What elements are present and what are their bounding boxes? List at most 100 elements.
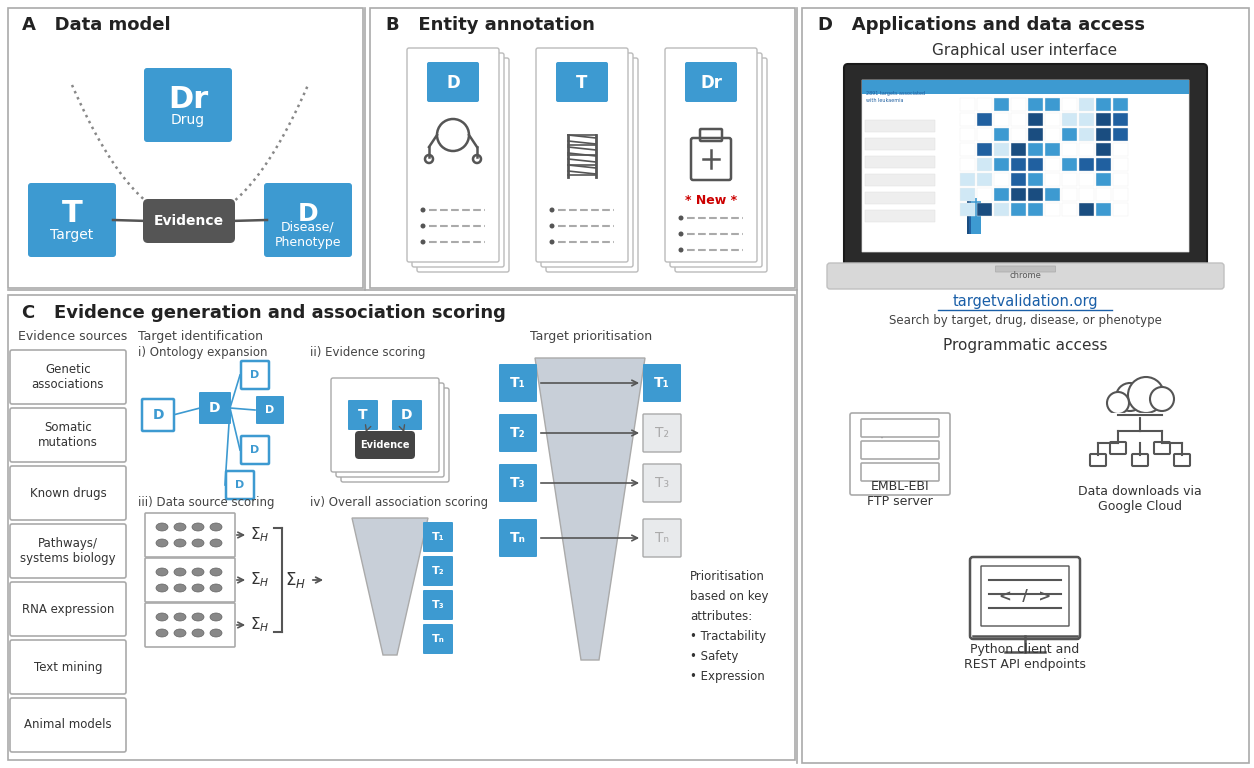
- FancyBboxPatch shape: [861, 80, 1189, 94]
- FancyBboxPatch shape: [961, 143, 976, 156]
- FancyBboxPatch shape: [8, 8, 362, 288]
- FancyBboxPatch shape: [142, 399, 174, 431]
- Text: Disease/
Phenotype: Disease/ Phenotype: [275, 221, 341, 249]
- Ellipse shape: [192, 584, 204, 592]
- Text: Evidence sources: Evidence sources: [18, 330, 127, 343]
- FancyBboxPatch shape: [977, 203, 992, 216]
- Text: Data downloads via
Google Cloud: Data downloads via Google Cloud: [1078, 485, 1201, 513]
- Circle shape: [420, 223, 425, 229]
- FancyBboxPatch shape: [967, 198, 977, 234]
- FancyBboxPatch shape: [10, 408, 125, 462]
- FancyBboxPatch shape: [556, 62, 608, 102]
- FancyBboxPatch shape: [540, 53, 633, 267]
- FancyBboxPatch shape: [977, 98, 992, 111]
- Ellipse shape: [155, 539, 168, 547]
- FancyBboxPatch shape: [844, 64, 1208, 270]
- FancyBboxPatch shape: [241, 436, 270, 464]
- FancyBboxPatch shape: [1062, 98, 1077, 111]
- FancyBboxPatch shape: [643, 364, 681, 402]
- FancyBboxPatch shape: [961, 113, 976, 126]
- Text: Prioritisation
based on key
attributes:
• Tractability
• Safety
• Expression: Prioritisation based on key attributes: …: [690, 570, 769, 683]
- FancyBboxPatch shape: [994, 143, 1009, 156]
- FancyBboxPatch shape: [1028, 98, 1043, 111]
- Text: EMBL-EBI
FTP server: EMBL-EBI FTP server: [867, 480, 933, 508]
- Circle shape: [678, 231, 683, 237]
- Text: Tₙ: Tₙ: [431, 634, 444, 644]
- Polygon shape: [535, 358, 645, 660]
- FancyBboxPatch shape: [393, 400, 423, 430]
- FancyBboxPatch shape: [355, 431, 415, 459]
- FancyBboxPatch shape: [1078, 128, 1093, 141]
- FancyBboxPatch shape: [826, 263, 1224, 289]
- FancyBboxPatch shape: [643, 464, 681, 502]
- Text: D: D: [236, 480, 245, 490]
- Text: Drug: Drug: [171, 113, 206, 127]
- FancyBboxPatch shape: [331, 378, 439, 472]
- Text: RNA expression: RNA expression: [21, 603, 114, 615]
- FancyBboxPatch shape: [1078, 158, 1093, 171]
- FancyBboxPatch shape: [143, 199, 234, 243]
- FancyBboxPatch shape: [1062, 173, 1077, 186]
- FancyBboxPatch shape: [1011, 173, 1026, 186]
- FancyBboxPatch shape: [1028, 143, 1043, 156]
- FancyBboxPatch shape: [1011, 128, 1026, 141]
- FancyBboxPatch shape: [1078, 203, 1093, 216]
- FancyBboxPatch shape: [10, 640, 125, 694]
- FancyBboxPatch shape: [10, 350, 125, 404]
- Circle shape: [1129, 377, 1164, 413]
- Text: D: D: [401, 408, 413, 422]
- FancyBboxPatch shape: [643, 414, 681, 452]
- Text: T₁: T₁: [655, 376, 670, 390]
- Text: T₁: T₁: [510, 376, 525, 390]
- Ellipse shape: [192, 523, 204, 531]
- Text: D: D: [251, 370, 260, 380]
- FancyBboxPatch shape: [428, 62, 479, 102]
- Circle shape: [420, 240, 425, 244]
- FancyBboxPatch shape: [1028, 128, 1043, 141]
- FancyBboxPatch shape: [994, 158, 1009, 171]
- FancyBboxPatch shape: [1078, 173, 1093, 186]
- FancyBboxPatch shape: [545, 58, 638, 272]
- Ellipse shape: [174, 613, 186, 621]
- Ellipse shape: [174, 568, 186, 576]
- Text: T₁: T₁: [431, 532, 444, 542]
- FancyBboxPatch shape: [1114, 143, 1129, 156]
- Ellipse shape: [209, 539, 222, 547]
- Ellipse shape: [209, 584, 222, 592]
- FancyBboxPatch shape: [1028, 203, 1043, 216]
- Text: D: D: [209, 401, 221, 415]
- Circle shape: [420, 207, 425, 213]
- FancyBboxPatch shape: [10, 698, 125, 752]
- FancyBboxPatch shape: [1028, 188, 1043, 201]
- Text: T: T: [577, 74, 588, 92]
- FancyBboxPatch shape: [1078, 188, 1093, 201]
- FancyBboxPatch shape: [341, 388, 449, 482]
- Text: <  /  >: < / >: [999, 590, 1051, 604]
- Text: D   Applications and data access: D Applications and data access: [818, 16, 1145, 34]
- Text: Dr: Dr: [700, 74, 722, 92]
- Circle shape: [1116, 383, 1144, 411]
- FancyBboxPatch shape: [1011, 158, 1026, 171]
- FancyBboxPatch shape: [1078, 143, 1093, 156]
- Ellipse shape: [155, 568, 168, 576]
- FancyBboxPatch shape: [1011, 188, 1026, 201]
- FancyBboxPatch shape: [1062, 143, 1077, 156]
- FancyBboxPatch shape: [408, 48, 499, 262]
- Ellipse shape: [155, 523, 168, 531]
- FancyBboxPatch shape: [994, 173, 1009, 186]
- FancyBboxPatch shape: [1028, 113, 1043, 126]
- FancyBboxPatch shape: [861, 463, 939, 481]
- FancyBboxPatch shape: [994, 113, 1009, 126]
- FancyBboxPatch shape: [1096, 188, 1111, 201]
- FancyBboxPatch shape: [256, 396, 283, 424]
- Ellipse shape: [209, 568, 222, 576]
- FancyBboxPatch shape: [1011, 143, 1026, 156]
- Text: Programmatic access: Programmatic access: [943, 338, 1107, 353]
- Text: * New *: * New *: [685, 194, 737, 207]
- Circle shape: [1150, 387, 1174, 411]
- FancyBboxPatch shape: [1078, 98, 1093, 111]
- FancyBboxPatch shape: [865, 156, 935, 168]
- FancyBboxPatch shape: [1096, 203, 1111, 216]
- FancyBboxPatch shape: [996, 266, 1056, 272]
- Text: chrome: chrome: [1009, 271, 1041, 280]
